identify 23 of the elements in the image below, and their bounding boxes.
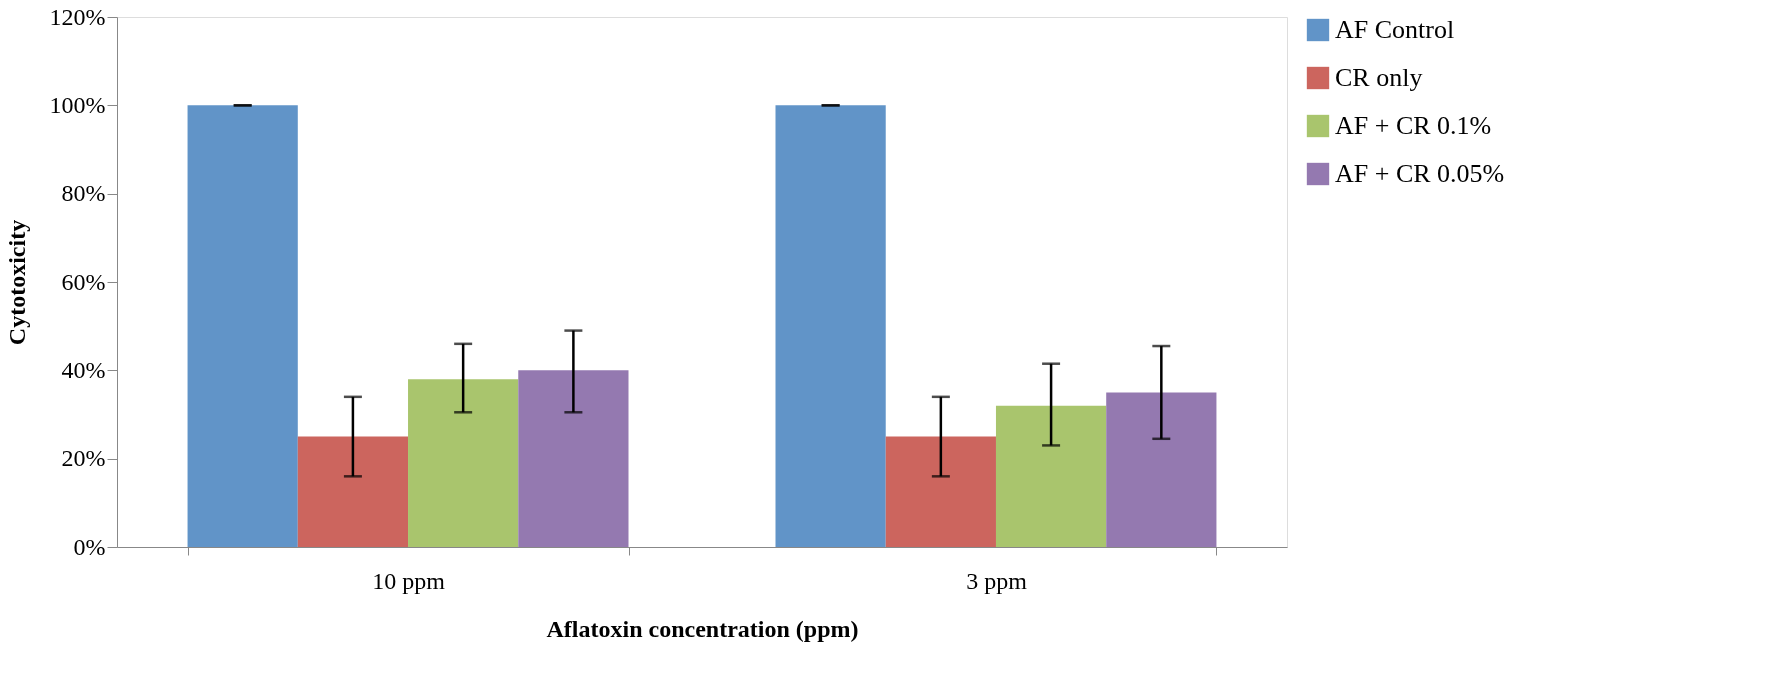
bar — [408, 379, 519, 547]
x-axis-title: Aflatoxin concentration (ppm) — [546, 615, 859, 642]
bar — [518, 370, 629, 547]
y-tick-label: 80% — [61, 180, 106, 207]
bar — [995, 405, 1107, 547]
bar — [1106, 392, 1217, 547]
legend-label: AF + CR 0.1% — [1335, 111, 1492, 140]
y-tick-label: 120% — [49, 3, 106, 30]
bar — [885, 436, 996, 547]
y-axis-title: Cytotoxicity — [3, 219, 30, 346]
bar — [297, 436, 409, 547]
legend-label: AF + CR 0.05% — [1335, 159, 1505, 188]
bar — [187, 105, 298, 547]
y-tick-label: 60% — [61, 268, 106, 295]
legend-label: CR only — [1335, 63, 1423, 92]
bar — [775, 105, 886, 547]
x-tick-label: 3 ppm — [966, 567, 1028, 594]
x-tick-label: 10 ppm — [372, 567, 446, 594]
y-tick-label: 40% — [61, 356, 106, 383]
y-tick-label: 20% — [61, 445, 106, 472]
legend-label: AF Control — [1335, 15, 1455, 44]
y-tick-label: 0% — [73, 533, 106, 560]
y-tick-label: 100% — [49, 91, 106, 118]
